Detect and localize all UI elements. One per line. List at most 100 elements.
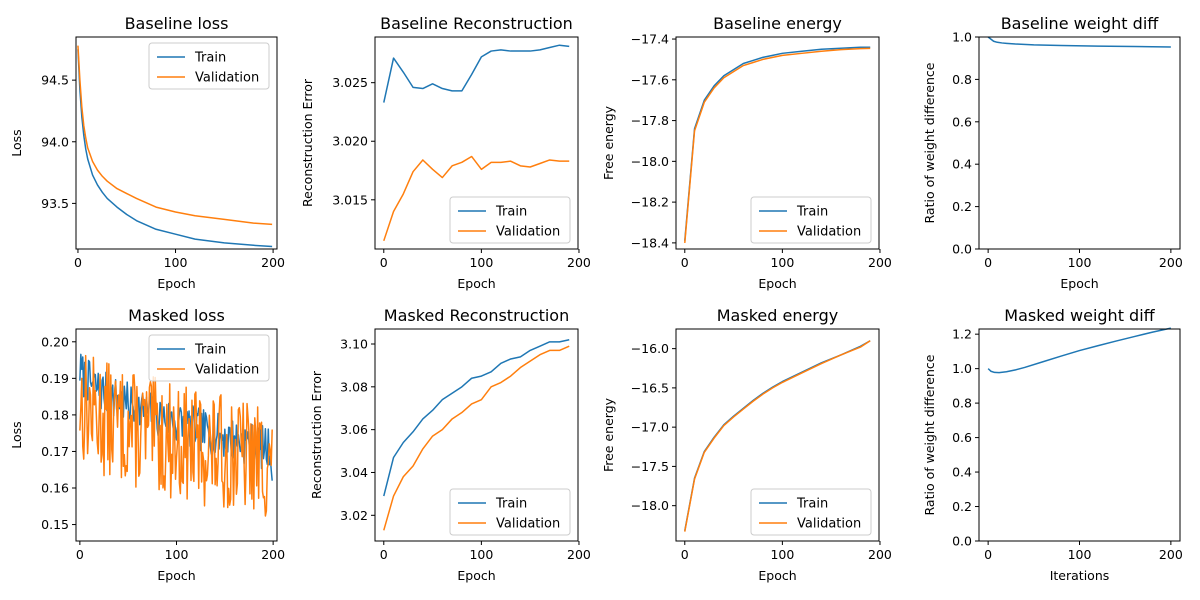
y-tick-label: 0.0 xyxy=(952,534,972,549)
x-axis-label: Epoch xyxy=(1060,276,1098,291)
series-line-train xyxy=(383,44,570,103)
y-axis-label: Loss xyxy=(9,129,24,156)
x-tick-label: 200 xyxy=(868,547,892,562)
x-tick-label: 200 xyxy=(567,255,591,270)
series-line-validation xyxy=(383,345,570,531)
x-tick-label: 0 xyxy=(681,547,689,562)
x-tick-label: 200 xyxy=(1159,547,1183,562)
x-tick-label: 200 xyxy=(261,255,285,270)
axes-frame xyxy=(75,36,278,250)
legend-label: Train xyxy=(194,343,226,358)
x-tick-label: 100 xyxy=(770,547,794,562)
y-tick-label: 3.08 xyxy=(340,379,368,394)
y-axis-label: Free energy xyxy=(601,105,616,180)
x-tick-label: 200 xyxy=(868,255,892,270)
series-line-validation xyxy=(684,340,871,532)
legend-label: Train xyxy=(495,205,527,220)
x-tick-label: 0 xyxy=(74,255,82,270)
subplot-4: 0 100 200 0.0 0.2 0.4 0.6 0.8 1.0 Baseline weight… xyxy=(922,14,1183,291)
x-tick-label: 100 xyxy=(165,547,189,562)
legend-label: Train xyxy=(194,51,226,66)
legend-label: Validation xyxy=(195,71,259,86)
x-tick-label: 100 xyxy=(770,255,794,270)
y-tick-label: −18.2 xyxy=(631,195,669,210)
x-axis-label: Epoch xyxy=(157,568,195,583)
subplot-5: 0 100 200 0.15 0.16 0.17 0.18 0.19 0.20 Masked lo… xyxy=(9,306,285,583)
legend: Train Validation xyxy=(750,196,872,244)
y-tick-label: 93.5 xyxy=(41,196,69,211)
series-line-train xyxy=(79,353,273,481)
legend-label: Validation xyxy=(195,363,259,378)
x-tick-label: 0 xyxy=(76,547,84,562)
y-tick-label: 0.16 xyxy=(41,481,69,496)
subplot-6: 0 100 200 3.02 3.04 3.06 3.08 3.10 Masked Recons… xyxy=(309,306,591,583)
x-tick-label: 100 xyxy=(469,547,493,562)
legend-label: Train xyxy=(796,205,828,220)
y-tick-label: −17.5 xyxy=(631,459,669,474)
y-tick-label: 94.5 xyxy=(41,73,69,88)
y-tick-label: 3.10 xyxy=(340,336,368,351)
x-axis-label: Epoch xyxy=(157,276,195,291)
y-axis-label: Reconstruction Error xyxy=(300,78,315,207)
y-tick-label: −17.4 xyxy=(631,32,669,47)
series-line-train xyxy=(383,338,570,497)
y-tick-label: 1.0 xyxy=(952,30,972,45)
y-tick-label: 1.2 xyxy=(952,327,972,342)
legend-label: Train xyxy=(495,497,527,512)
axes-frame xyxy=(675,36,880,250)
y-tick-label: 3.015 xyxy=(332,192,368,207)
y-tick-label: 0.6 xyxy=(952,114,972,129)
y-tick-label: 0.19 xyxy=(41,371,69,386)
y-tick-label: 0.8 xyxy=(952,396,972,411)
y-tick-label: −17.0 xyxy=(631,420,669,435)
y-tick-label: 0.15 xyxy=(41,517,69,532)
series-line-validation xyxy=(684,47,871,243)
subplot-2: 0 100 200 3.015 3.020 3.025 Baseline Reconstru… xyxy=(300,14,591,291)
x-tick-label: 200 xyxy=(1159,255,1183,270)
subplot-7: 0 100 200 −18.0 −17.5 −17.0 −16.5 −16.0 Masked e… xyxy=(601,306,892,583)
legend-label: Validation xyxy=(797,517,861,532)
axes-frame xyxy=(978,328,1181,542)
y-tick-label: −16.0 xyxy=(631,341,669,356)
y-axis-label: Ratio of weight difference xyxy=(922,62,937,223)
x-tick-label: 0 xyxy=(681,255,689,270)
legend-label: Validation xyxy=(496,517,560,532)
x-tick-label: 0 xyxy=(984,547,992,562)
x-axis-label: Epoch xyxy=(758,568,796,583)
x-tick-label: 0 xyxy=(380,547,388,562)
y-tick-label: 0.20 xyxy=(41,334,69,349)
x-tick-label: 0 xyxy=(984,255,992,270)
y-axis-label: Loss xyxy=(9,421,24,448)
axes-frame xyxy=(374,36,579,250)
axes-frame xyxy=(374,328,579,542)
legend: Train Validation xyxy=(148,42,270,90)
y-tick-label: −18.4 xyxy=(631,235,669,250)
chart-title: Baseline energy xyxy=(713,14,842,33)
y-axis-label: Ratio of weight difference xyxy=(922,354,937,515)
chart-title: Masked Reconstruction xyxy=(384,306,569,325)
y-axis-label: Reconstruction Error xyxy=(309,370,324,499)
series-line-line xyxy=(987,327,1172,374)
y-tick-label: 0.4 xyxy=(952,157,972,172)
x-tick-label: 100 xyxy=(469,255,493,270)
y-tick-label: 3.04 xyxy=(340,465,368,480)
y-tick-label: −18.0 xyxy=(631,498,669,513)
chart-title: Baseline Reconstruction xyxy=(380,14,573,33)
series-line-train xyxy=(77,49,273,248)
axes-frame xyxy=(978,36,1181,250)
x-axis-label: Iterations xyxy=(1050,568,1110,583)
y-tick-label: −18.0 xyxy=(631,154,669,169)
y-tick-label: 3.06 xyxy=(340,422,368,437)
y-tick-label: 1.0 xyxy=(952,361,972,376)
chart-title: Masked energy xyxy=(717,306,838,325)
x-tick-label: 200 xyxy=(567,547,591,562)
legend: Train Validation xyxy=(148,334,270,382)
y-tick-label: 0.2 xyxy=(952,499,972,514)
subplot-8: 0 100 200 0.0 0.2 0.4 0.6 0.8 1.0 1.2 Masked weigh… xyxy=(922,306,1183,583)
chart-title: Masked weight diff xyxy=(1004,306,1155,325)
y-tick-label: 0.8 xyxy=(952,72,972,87)
legend-label: Validation xyxy=(496,225,560,240)
y-tick-label: 0.6 xyxy=(952,430,972,445)
x-tick-label: 100 xyxy=(1068,547,1092,562)
y-tick-label: 0.2 xyxy=(952,199,972,214)
